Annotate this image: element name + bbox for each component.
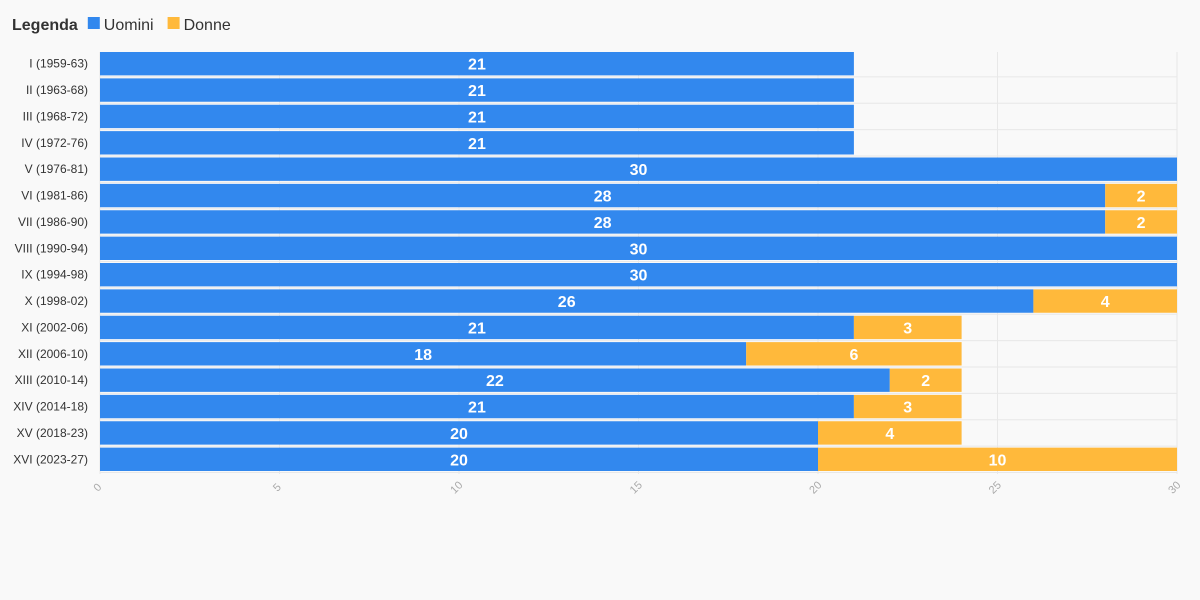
bar-uomini-5[interactable] — [100, 183, 1106, 208]
bar-label-donne-12: 2 — [921, 373, 930, 390]
bar-label-donne-6: 2 — [1137, 215, 1146, 232]
x-tick-label-3: 15 — [628, 479, 645, 496]
bar-label-uomini-14: 20 — [450, 426, 468, 443]
legend-label-0: Uomini — [104, 17, 154, 34]
bar-uomini-13[interactable] — [100, 394, 854, 419]
category-label-11: XII (2006-10) — [18, 347, 88, 361]
category-label-0: I (1959-63) — [29, 57, 88, 71]
legend-swatch-1 — [167, 17, 180, 29]
category-labels: I (1959-63) II (1963-68) III (1968-72) IV (… — [13, 57, 88, 467]
bar-label-uomini-15: 20 — [450, 452, 468, 469]
bar-label-donne-15: 10 — [989, 452, 1007, 469]
bar-label-donne-10: 3 — [903, 320, 912, 337]
bar-donne-15[interactable] — [818, 447, 1177, 471]
bar-donne-10[interactable] — [853, 315, 962, 340]
bar-label-uomini-10: 21 — [468, 320, 486, 337]
x-tick-label-0: 0 — [91, 481, 104, 494]
bar-label-donne-9: 4 — [1101, 294, 1110, 311]
bar-uomini-15[interactable] — [100, 447, 818, 471]
bar-uomini-8[interactable] — [100, 263, 1177, 287]
bar-label-uomini-12: 22 — [486, 373, 504, 390]
category-label-6: VII (1986-90) — [18, 215, 88, 229]
x-tick-label-6: 30 — [1166, 479, 1183, 496]
bar-label-uomini-2: 21 — [468, 109, 486, 126]
category-label-1: II (1963-68) — [26, 83, 88, 97]
category-label-8: IX (1994-98) — [21, 268, 88, 282]
legend: Legenda Uomini Donne — [12, 17, 231, 34]
bar-label-uomini-0: 21 — [468, 57, 486, 74]
bar-label-donne-13: 3 — [903, 400, 912, 417]
x-tick-label-2: 10 — [448, 479, 465, 496]
bar-donne-12[interactable] — [889, 368, 962, 392]
legend-swatch-0 — [87, 17, 100, 29]
category-label-13: XIV (2014-18) — [13, 400, 88, 414]
bar-label-uomini-5: 28 — [594, 189, 612, 206]
bar-label-uomini-6: 28 — [594, 215, 612, 232]
bar-uomini-10[interactable] — [100, 315, 854, 340]
category-label-3: IV (1972-76) — [21, 136, 88, 150]
category-label-4: V (1976-81) — [25, 162, 88, 176]
x-tick-label-4: 20 — [807, 479, 824, 496]
bar-donne-13[interactable] — [853, 394, 962, 419]
bar-uomini-2[interactable] — [100, 104, 854, 129]
bar-label-donne-5: 2 — [1137, 189, 1146, 206]
bar-uomini-9[interactable] — [100, 289, 1034, 313]
bar-label-uomini-3: 21 — [468, 136, 486, 153]
bar-uomini-7[interactable] — [100, 236, 1177, 260]
category-label-9: X (1998-02) — [25, 294, 88, 308]
bar-uomini-12[interactable] — [100, 368, 890, 392]
bar-label-uomini-9: 26 — [558, 294, 576, 311]
legend-label-1: Donne — [184, 17, 231, 34]
category-label-10: XI (2002-06) — [21, 320, 88, 334]
bar-label-uomini-1: 21 — [468, 83, 486, 100]
bar-donne-9[interactable] — [1033, 289, 1177, 313]
grid — [99, 52, 1178, 474]
bar-label-uomini-8: 30 — [630, 268, 648, 285]
bar-label-uomini-4: 30 — [630, 162, 648, 179]
bar-label-donne-14: 4 — [885, 426, 894, 443]
legend-title: Legenda — [12, 17, 78, 34]
bar-uomini-4[interactable] — [100, 157, 1177, 181]
bar-label-donne-11: 6 — [849, 347, 858, 364]
bar-uomini-3[interactable] — [100, 131, 854, 155]
category-label-2: III (1968-72) — [23, 109, 88, 123]
bar-uomini-11[interactable] — [100, 342, 747, 366]
bar-donne-5[interactable] — [1105, 183, 1177, 208]
bar-donne-14[interactable] — [818, 421, 962, 445]
x-axis-ticks: 0 5 10 15 20 25 30 — [91, 479, 1183, 496]
bar-label-uomini-7: 30 — [630, 241, 648, 258]
bar-uomini-6[interactable] — [100, 210, 1106, 234]
bar-uomini-0[interactable] — [100, 52, 854, 76]
bar-uomini-14[interactable] — [100, 421, 818, 445]
category-label-12: XIII (2010-14) — [15, 373, 88, 387]
category-label-7: VIII (1990-94) — [15, 241, 88, 255]
bar-uomini-1[interactable] — [100, 78, 854, 102]
bar-label-uomini-13: 21 — [468, 400, 486, 417]
category-label-15: XVI (2023-27) — [13, 452, 88, 466]
category-label-5: VI (1981-86) — [21, 189, 88, 203]
bar-donne-6[interactable] — [1105, 210, 1177, 234]
x-tick-label-1: 5 — [271, 481, 284, 494]
bar-donne-11[interactable] — [746, 342, 962, 366]
x-tick-label-5: 25 — [987, 479, 1004, 496]
bar-label-uomini-11: 18 — [414, 347, 432, 364]
category-label-14: XV (2018-23) — [17, 426, 88, 440]
